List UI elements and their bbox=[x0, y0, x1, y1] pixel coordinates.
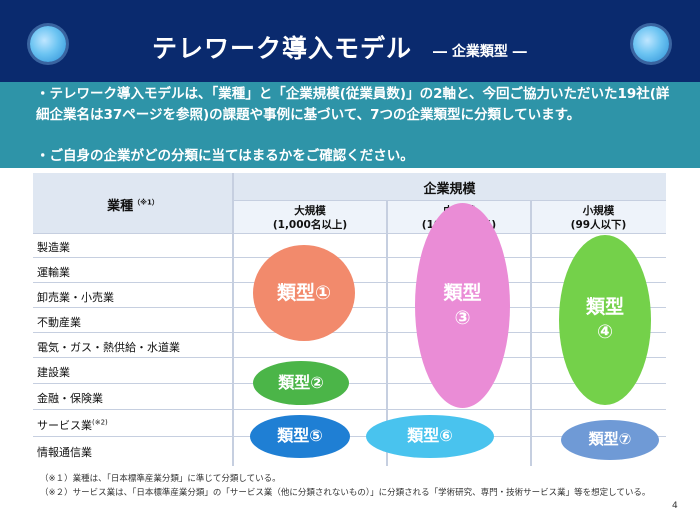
industry-header: 業種（※1） bbox=[107, 198, 159, 214]
decorative-orb-left bbox=[30, 26, 66, 62]
divider bbox=[233, 200, 666, 201]
page-number: 4 bbox=[672, 501, 678, 511]
type-6-ellipse: 類型⑥ bbox=[366, 415, 494, 458]
divider bbox=[386, 200, 388, 466]
industry-label: 建設業 bbox=[37, 366, 70, 379]
page-subtitle: ― 企業類型 ― bbox=[433, 44, 527, 60]
type-5-label: 類型⑤ bbox=[277, 426, 323, 446]
divider bbox=[33, 357, 666, 358]
type-6-label: 類型⑥ bbox=[407, 426, 453, 446]
type-1-label: 類型① bbox=[276, 281, 332, 304]
intro-text-1: ・テレワーク導入モデルは、「業種」と「企業規模(従業員数)」の2軸と、今回ご協力… bbox=[36, 86, 670, 123]
type-7-ellipse: 類型⑦ bbox=[561, 420, 659, 460]
divider bbox=[33, 233, 666, 234]
industry-header-cell bbox=[33, 173, 233, 233]
type-2-ellipse: 類型② bbox=[253, 361, 349, 405]
divider bbox=[530, 200, 532, 466]
type-3-ellipse: 類型 ③ bbox=[415, 203, 510, 408]
type-4-label: 類型 ④ bbox=[585, 296, 624, 343]
type-4-ellipse: 類型 ④ bbox=[559, 235, 651, 405]
size-header-cell bbox=[233, 173, 666, 200]
divider bbox=[33, 257, 666, 258]
intro-panel: ・テレワーク導入モデルは、「業種」と「企業規模(従業員数)」の2軸と、今回ご協力… bbox=[0, 82, 700, 168]
intro-text-2: ・ご自身の企業がどの分類に当てはまるかをご確認ください。 bbox=[36, 148, 414, 164]
type-1-ellipse: 類型① bbox=[253, 245, 355, 341]
industry-label: 製造業 bbox=[37, 241, 70, 254]
type-7-label: 類型⑦ bbox=[588, 430, 632, 449]
divider bbox=[33, 409, 666, 410]
industry-label: 不動産業 bbox=[37, 316, 81, 329]
divider bbox=[232, 173, 234, 466]
size-col-small: 小規模 (99人以下) bbox=[570, 205, 627, 231]
type-2-label: 類型② bbox=[278, 372, 324, 392]
divider bbox=[33, 332, 666, 333]
type-3-label: 類型 ③ bbox=[443, 281, 482, 329]
industry-label: サービス業(※2) bbox=[37, 418, 108, 432]
decorative-orb-right bbox=[633, 26, 669, 62]
industry-label: 運輸業 bbox=[37, 266, 70, 279]
size-col-large: 大規模 (1,000名以上) bbox=[272, 205, 348, 231]
page-title: テレワーク導入モデル bbox=[152, 34, 413, 63]
footnote-2: （※２）サービス業は、「日本標準産業分類」の「サービス業（他に分類されないもの）… bbox=[40, 488, 651, 498]
industry-label: 卸売業・小売業 bbox=[37, 291, 114, 304]
industry-label: 金融・保険業 bbox=[37, 392, 103, 405]
title-banner: テレワーク導入モデル ― 企業類型 ― bbox=[0, 0, 700, 82]
industry-label: 情報通信業 bbox=[37, 446, 92, 459]
type-5-ellipse: 類型⑤ bbox=[250, 415, 350, 458]
footnote-1: （※１）業種は、「日本標準産業分類」に準じて分類している。 bbox=[40, 474, 281, 484]
size-header: 企業規模 bbox=[423, 182, 476, 197]
divider bbox=[33, 383, 666, 384]
industry-label: 電気・ガス・熱供給・水道業 bbox=[37, 341, 180, 354]
